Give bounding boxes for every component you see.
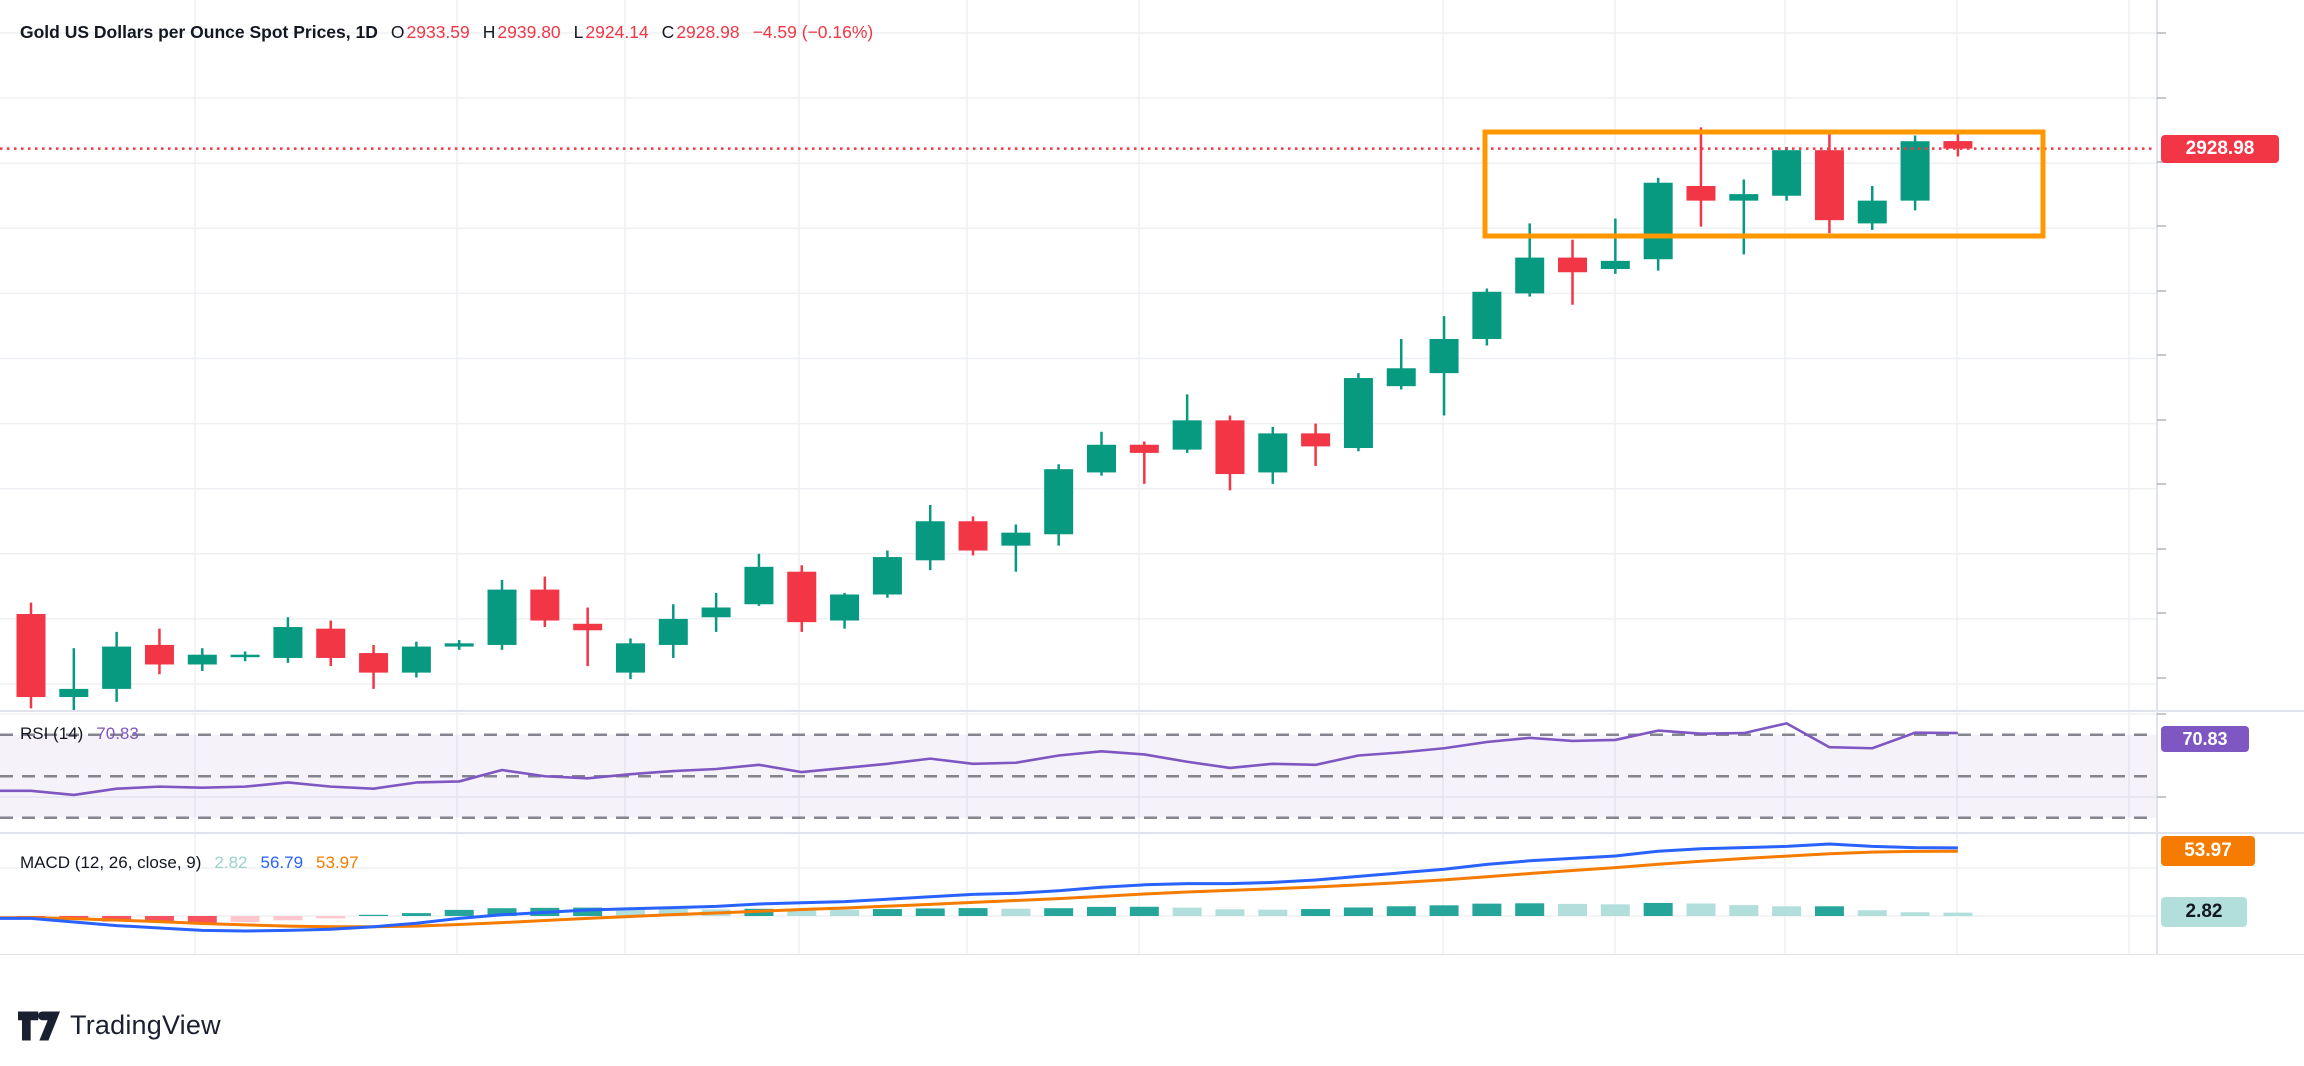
close-value: C 2928.98 — [661, 22, 740, 42]
open-value: O 2933.59 — [390, 22, 470, 42]
high-value: H 2939.80 — [482, 22, 561, 42]
macd-signal-badge: 53.97 — [2161, 836, 2255, 866]
symbol-legend: Gold US Dollars per Ounce Spot Prices, 1… — [20, 22, 873, 43]
macd-signal-value: 53.97 — [316, 853, 359, 872]
rsi-label: RSI (14) — [20, 724, 84, 743]
macd-label: MACD (12, 26, close, 9) — [20, 853, 202, 872]
change-value: −4.59 (−0.16%) — [752, 22, 874, 42]
rsi-value: 70.83 — [96, 724, 139, 743]
rsi-value-badge: 70.83 — [2161, 726, 2249, 752]
symbol-title: Gold US Dollars per Ounce Spot Prices, 1… — [20, 22, 378, 42]
rsi-legend: RSI (14) 70.83 — [20, 724, 139, 744]
macd-legend: MACD (12, 26, close, 9) 2.82 56.79 53.97 — [20, 853, 359, 873]
macd-line-value: 56.79 — [260, 853, 304, 872]
macd-hist-value: 2.82 — [214, 853, 248, 872]
tradingview-logo-icon — [18, 1011, 60, 1040]
low-value: L 2924.14 — [573, 22, 649, 42]
last-price-badge: 2928.98 — [2161, 135, 2279, 163]
tradingview-logo[interactable]: TradingView — [18, 1010, 221, 1041]
time-axis[interactable]: 182420257131723Feb7131923 — [0, 955, 2304, 1010]
macd-hist-badge: 2.82 — [2161, 897, 2247, 927]
tradingview-logo-text: TradingView — [70, 1010, 221, 1040]
